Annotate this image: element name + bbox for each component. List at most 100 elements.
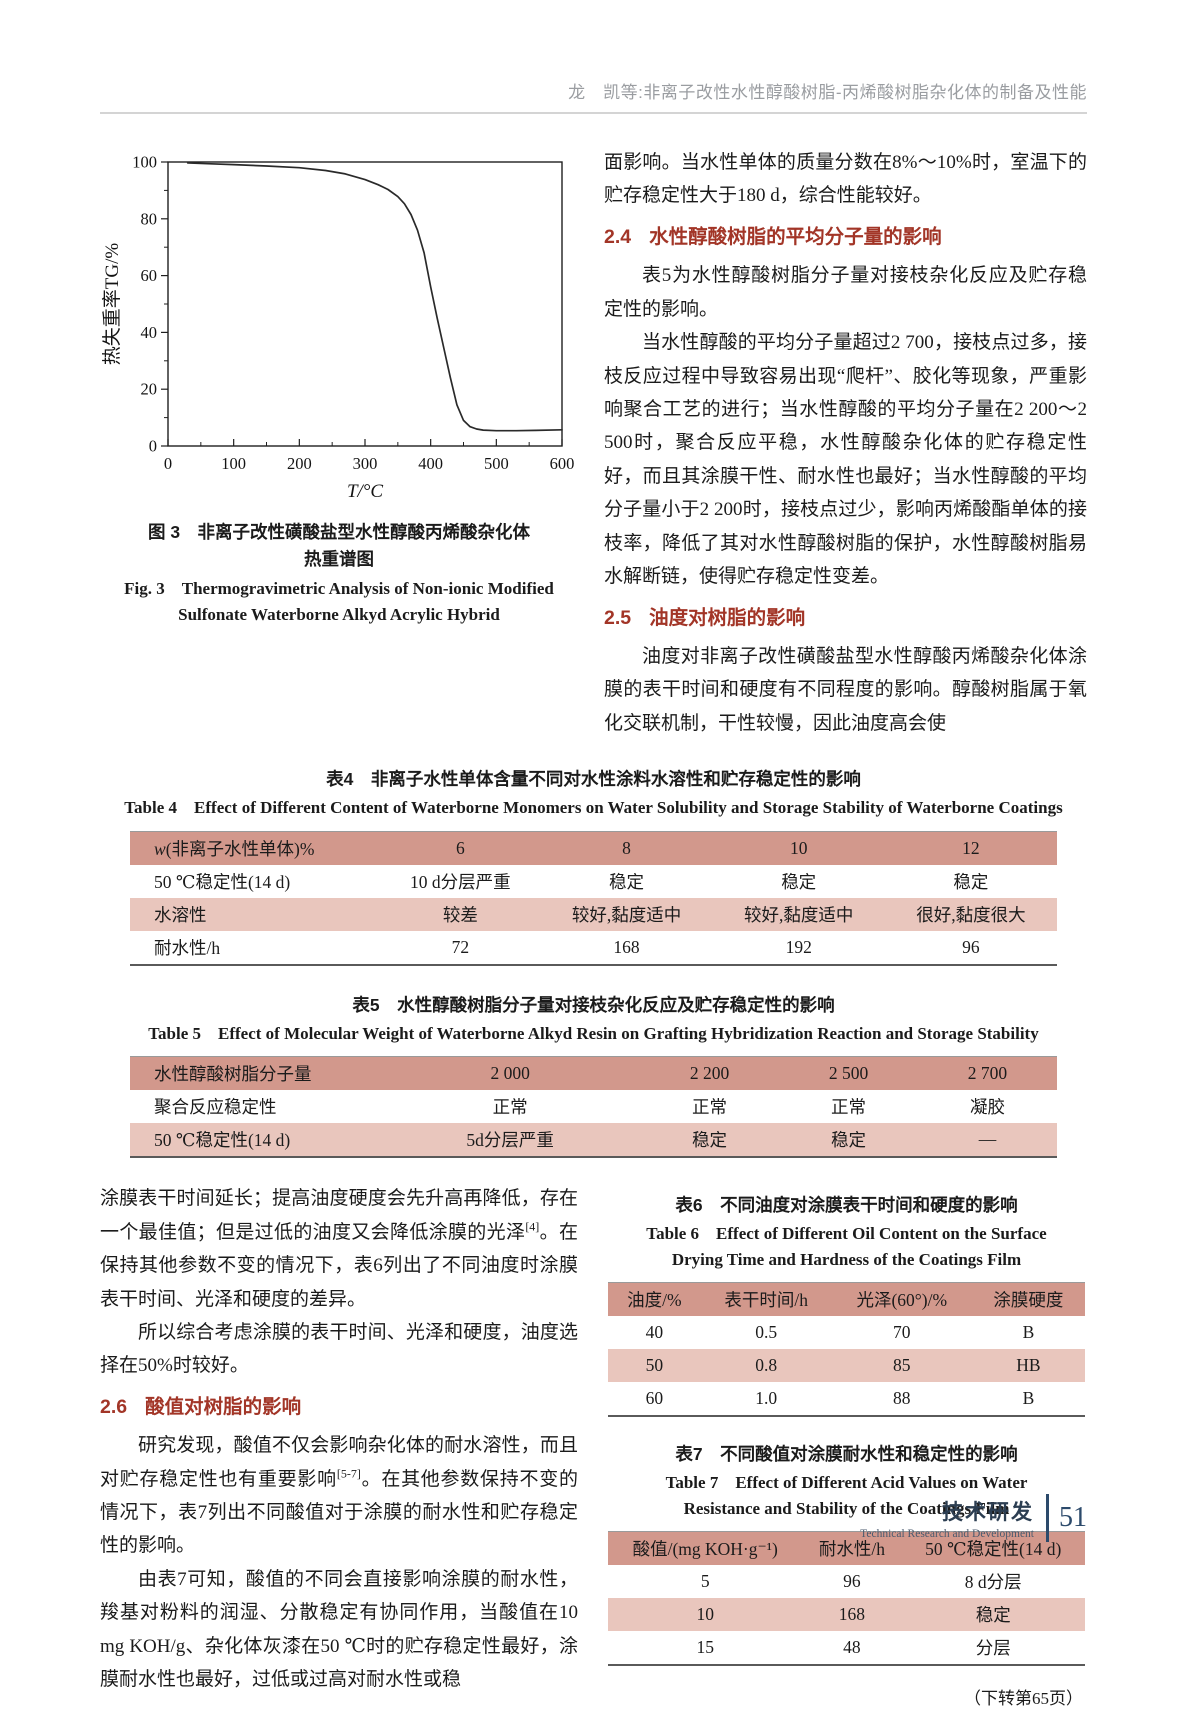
table5-section: 表5 水性醇酸树脂分子量对接枝杂化反应及贮存稳定性的影响 Table 5 Eff…	[100, 992, 1087, 1159]
table-cell: 稳定	[640, 1123, 780, 1158]
table-cell: 10	[712, 831, 885, 865]
table-row: 水溶性 较差 较好,黏度适中 较好,黏度适中 很好,黏度很大	[130, 897, 1057, 931]
table-cell: 表干时间/h	[700, 1282, 832, 1317]
table-cell: 正常	[492, 1097, 528, 1118]
table-cell: 40	[645, 1322, 664, 1343]
table-cell: 5d分层严重	[380, 1123, 641, 1158]
table-cell: 稳定	[609, 871, 645, 892]
figure3-caption-en-line1: Fig. 3 Thermogravimetric Analysis of Non…	[124, 579, 554, 599]
table-cell: 水溶性	[130, 897, 381, 931]
page-number: 51	[1059, 1502, 1087, 1533]
paragraph: 所以综合考虑涂膜的表干时间、光泽和硬度，油度选择在50%时较好。	[100, 1321, 578, 1377]
table-row: 5 96 8 d分层	[608, 1565, 1085, 1598]
table-row: 60 1.0 88 B	[608, 1382, 1085, 1416]
section-heading-2-4: 2.4 水性醇酸树脂的平均分子量的影响	[604, 220, 1087, 254]
svg-text:300: 300	[353, 454, 378, 473]
table-cell: 168	[613, 936, 640, 957]
table-row: 10 168 稳定	[608, 1598, 1085, 1632]
footer-divider-bar	[1046, 1494, 1049, 1542]
table-header-row: w(非离子水性单体)% 6 8 10 12	[130, 831, 1057, 865]
footer-section-en: Technical Research and Development	[860, 1528, 1034, 1540]
table-cell: HB	[971, 1349, 1085, 1383]
table-cell: 稳定	[901, 1598, 1085, 1632]
table-cell: 耐水性/h	[802, 1531, 902, 1566]
svg-text:0: 0	[149, 437, 157, 456]
table-cell: 50 ℃稳定性(14 d)	[901, 1531, 1085, 1566]
table7-caption-en-line1: Table 7 Effect of Different Acid Values …	[665, 1473, 1028, 1493]
continuation-note: （下转第65页）	[964, 1689, 1083, 1709]
svg-text:200: 200	[287, 454, 312, 473]
svg-text:100: 100	[221, 454, 246, 473]
table-cell: —	[917, 1123, 1057, 1158]
table-row: 50 0.8 85 HB	[608, 1349, 1085, 1383]
table-row: 40 0.5 70 B	[608, 1316, 1085, 1349]
svg-text:400: 400	[418, 454, 443, 473]
paragraph: 当水性醇酸的平均分子量超过2 700，接枝点过多，接枝反应过程中导致容易出现“爬…	[604, 332, 1087, 588]
table7-caption-en-line2: Resistance and Stability of the Coatings…	[683, 1498, 1010, 1518]
paragraph: 研究发现，酸值不仅会影响杂化体的耐水溶性，而且对贮存稳定性也有重要影响[5-7]…	[100, 1435, 578, 1557]
table-cell: 酸值/(mg KOH·g⁻¹)	[608, 1531, 803, 1566]
top-section: 0 100 200 300 400 500 600 0 20 40 60 80 100 T/°C 热失重率T…	[100, 146, 1087, 740]
table-cell: 正常	[692, 1097, 728, 1118]
table-row: 50 ℃稳定性(14 d) 10 d分层严重 稳定 稳定 稳定	[130, 865, 1057, 898]
table5-caption-zh: 表5 水性醇酸树脂分子量对接枝杂化反应及贮存稳定性的影响	[352, 994, 835, 1015]
table-cell: 6	[380, 831, 541, 865]
table6-caption-zh: 表6 不同油度对涂膜表干时间和硬度的影响	[675, 1195, 1018, 1216]
paragraph: 油度对非离子改性磺酸盐型水性醇酸丙烯酸杂化体涂膜的表干时间和硬度有不同程度的影响…	[604, 645, 1087, 734]
table-header-row: 油度/% 表干时间/h 光泽(60°)/% 涂膜硬度	[608, 1282, 1085, 1317]
table-cell: B	[1022, 1388, 1035, 1409]
table-header-row: 水性醇酸树脂分子量 2 000 2 200 2 500 2 700	[130, 1056, 1057, 1091]
section-heading-2-5: 2.5 油度对树脂的影响	[604, 601, 1087, 635]
paragraph: 涂膜表干时间延长；提高油度硬度会先升高再降低，存在一个最佳值；但是过低的油度又会…	[100, 1188, 578, 1310]
section-title: 酸值对树脂的影响	[145, 1395, 302, 1418]
paragraph: 表5为水性醇酸树脂分子量对接枝杂化反应及贮存稳定性的影响。	[604, 265, 1087, 320]
table-cell: 较好,黏度适中	[540, 897, 713, 931]
table-cell: 48	[843, 1637, 861, 1658]
table-cell: B	[1022, 1322, 1035, 1343]
footer-section-zh: 技术研发	[942, 1501, 1034, 1524]
table-cell: 10	[608, 1598, 803, 1632]
table-row: 聚合反应稳定性 正常 正常 正常 凝胶	[130, 1090, 1057, 1123]
table-cell: 0.8	[700, 1349, 832, 1383]
table-cell: 水性醇酸树脂分子量	[130, 1056, 381, 1091]
table7-section: 表7 不同酸值对涂膜耐水性和稳定性的影响 Table 7 Effect of D…	[606, 1441, 1087, 1667]
table-cell: 5	[700, 1571, 710, 1592]
figure3-caption: 图 3 非离子改性磺酸盐型水性醇酸丙烯酸杂化体 热重谱图 Fig. 3 Ther…	[100, 519, 578, 627]
table-cell: w(非离子水性单体)%	[130, 831, 381, 865]
bottom-section: 涂膜表干时间延长；提高油度硬度会先升高再降低，存在一个最佳值；但是过低的油度又会…	[100, 1182, 1087, 1709]
table-cell: 较好,黏度适中	[712, 897, 885, 931]
svg-text:0: 0	[164, 454, 172, 473]
table-cell: 耐水性/h	[154, 937, 221, 958]
table-cell: 8	[540, 831, 713, 865]
svg-text:40: 40	[141, 323, 158, 342]
table-row: 耐水性/h 72 168 192 96	[130, 931, 1057, 965]
footer-section-label: 技术研发 Technical Research and Development	[860, 1496, 1034, 1540]
table-cell: 很好,黏度很大	[884, 897, 1057, 931]
table7: 酸值/(mg KOH·g⁻¹) 耐水性/h 50 ℃稳定性(14 d) 5 96…	[608, 1531, 1085, 1667]
table5-caption-en: Table 5 Effect of Molecular Weight of Wa…	[148, 1023, 1039, 1043]
paragraph: 面影响。当水性单体的质量分数在8%～10%时，室温下的贮存稳定性大于180 d，…	[604, 152, 1087, 207]
table-cell: 8 d分层	[964, 1572, 1022, 1593]
figure3-block: 0 100 200 300 400 500 600 0 20 40 60 80 100 T/°C 热失重率T…	[100, 146, 578, 740]
table-cell: 聚合反应稳定性	[154, 1097, 277, 1118]
right-column-tables: 表6 不同油度对涂膜表干时间和硬度的影响 Table 6 Effect of D…	[606, 1182, 1087, 1709]
figure3-caption-zh-line1: 图 3 非离子改性磺酸盐型水性醇酸丙烯酸杂化体	[147, 522, 531, 542]
table-row: 50 ℃稳定性(14 d) 5d分层严重 稳定 稳定 —	[130, 1123, 1057, 1158]
table-cell: 分层	[975, 1638, 1011, 1659]
table-cell: 稳定	[953, 871, 989, 892]
svg-text:60: 60	[141, 266, 158, 285]
table-cell: 12	[884, 831, 1057, 865]
table6-caption-en-line1: Table 6 Effect of Different Oil Content …	[646, 1224, 1047, 1244]
svg-text:20: 20	[141, 380, 158, 399]
table-cell: 较差	[380, 897, 541, 931]
svg-text:500: 500	[484, 454, 509, 473]
table-cell: 光泽(60°)/%	[831, 1282, 972, 1317]
table4-caption-zh: 表4 非离子水性单体含量不同对水性涂料水溶性和贮存稳定性的影响	[326, 769, 861, 790]
table-cell: 168	[802, 1598, 902, 1632]
running-title: 龙 凯等:非离子改性水性醇酸树脂-丙烯酸树脂杂化体的制备及性能	[100, 78, 1087, 114]
svg-text:80: 80	[141, 209, 158, 228]
table-cell: 96	[962, 936, 980, 957]
table-cell: 凝胶	[969, 1097, 1005, 1118]
right-column-text: 面影响。当水性单体的质量分数在8%～10%时，室温下的贮存稳定性大于180 d，…	[604, 146, 1087, 740]
table-cell: 50	[608, 1349, 701, 1383]
